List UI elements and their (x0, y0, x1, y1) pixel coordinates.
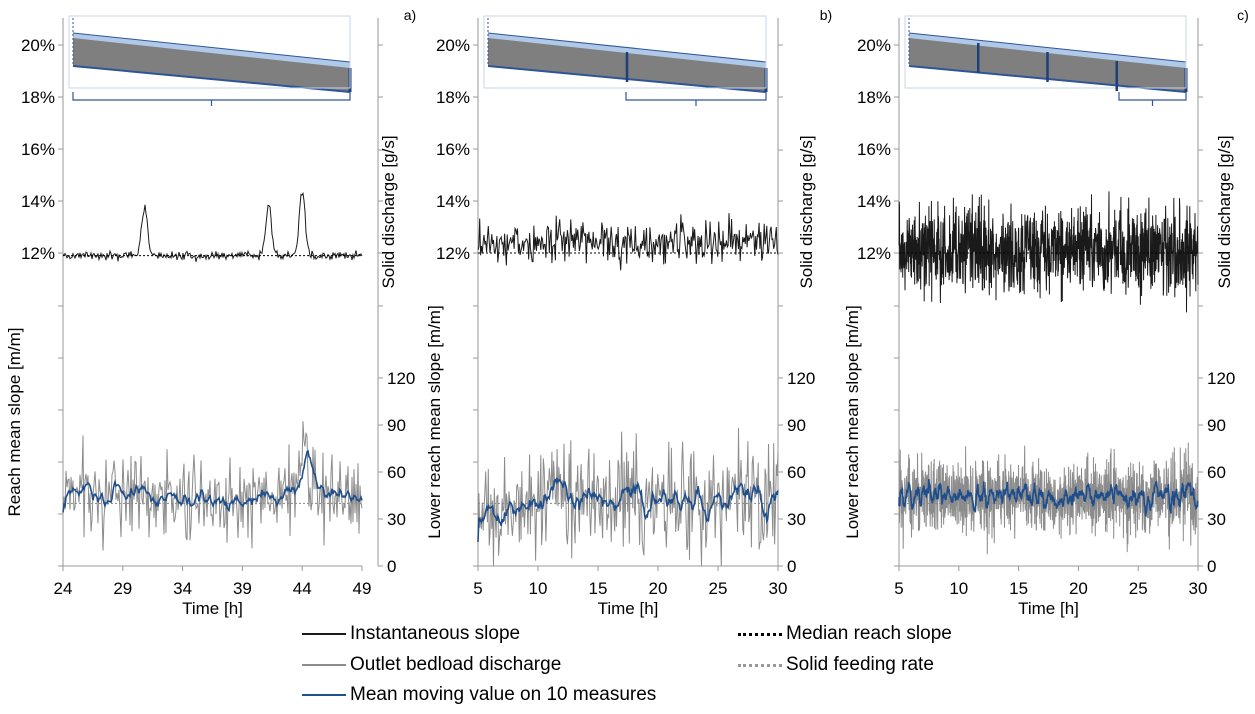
panel-3-slope-tick-0: 20% (857, 36, 891, 55)
panel-3-slope-tick-2: 16% (857, 140, 891, 159)
panel-1-y-label-left: Reach mean slope [m/m] (5, 328, 24, 517)
panel-1-flume-bed (73, 38, 350, 92)
panel-1-x-tick-4: 44 (293, 579, 312, 598)
panel-2-y-label-right: Solid discharge [g/s] (797, 135, 816, 288)
panel-1-x-label: Time [h] (182, 599, 243, 618)
panel-3-x-tick-2: 15 (1009, 579, 1028, 598)
panel-2-disc-tick-0: 120 (787, 369, 815, 388)
panel-2-slope-tick-0: 20% (436, 36, 470, 55)
panel-3-y-label-right: Solid discharge [g/s] (1215, 135, 1234, 288)
panel-1-slope-tick-0: 20% (21, 36, 55, 55)
legend-median-slope: Median reach slope (738, 623, 952, 645)
panel-3-flume-frame (904, 15, 1187, 89)
panel-1-x-tick-1: 29 (113, 579, 132, 598)
panel-1-slope-tick-3: 14% (21, 192, 55, 211)
legend-outlet-bedload: Outlet bedload discharge (302, 654, 561, 676)
panel-2-series-bedload (477, 427, 779, 567)
panel-2-panel-label: b) (820, 7, 832, 23)
panel-3-x-label: Time [h] (1018, 599, 1079, 618)
panel-1-disc-tick-1: 90 (387, 416, 406, 435)
panel-3-x-tick-3: 20 (1069, 579, 1088, 598)
legend-swatch-slope (302, 633, 346, 635)
panel-2-x-label: Time [h] (598, 599, 659, 618)
panel-2-flume-top (487, 32, 767, 63)
panel-1-series-slope (62, 191, 363, 262)
panel-2-flume-frame (483, 15, 767, 89)
panel-1-reach-bracket (72, 92, 351, 106)
panel-2-disc-tick-2: 60 (787, 463, 806, 482)
panel-3-y-label-left: Lower reach mean slope [m/m] (843, 305, 862, 538)
panel-2-disc-tick-4: 0 (787, 557, 796, 576)
panel-1-disc-tick-0: 120 (387, 369, 415, 388)
panel-2-y-label-left: Lower reach mean slope [m/m] (425, 305, 444, 538)
legend-label-feeding: Solid feeding rate (786, 654, 934, 675)
panel-3-disc-tick-3: 30 (1207, 510, 1226, 529)
panel-2-slope-tick-3: 14% (436, 192, 470, 211)
legend-label-slope: Instantaneous slope (350, 623, 521, 644)
panel-3-flume-top (908, 32, 1187, 63)
legend-swatch-bedload (302, 664, 346, 666)
legend-label-bedload: Outlet bedload discharge (350, 654, 562, 675)
legend-instantaneous-slope: Instantaneous slope (302, 623, 520, 645)
panel-2-slope-tick-4: 12% (436, 244, 470, 263)
panel-1-x-tick-2: 34 (173, 579, 192, 598)
panel-2-x-tick-4: 25 (709, 579, 728, 598)
panel-3-x-tick-4: 25 (1129, 579, 1148, 598)
panel-1-x-tick-5: 49 (353, 579, 372, 598)
panel-2-slope-tick-2: 16% (436, 140, 470, 159)
panel-1-x-tick-3: 39 (233, 579, 252, 598)
panel-3-disc-tick-2: 60 (1207, 463, 1226, 482)
panel-3-series-moving-mean (898, 479, 1199, 518)
panel-1-series-moving-mean (62, 449, 363, 513)
panel-3-panel-label: c) (1237, 7, 1249, 23)
panel-1-y-label-right: Solid discharge [g/s] (379, 135, 398, 288)
panel-2-disc-tick-1: 90 (787, 416, 806, 435)
panel-2-series-moving-mean (477, 477, 779, 543)
panel-1-disc-tick-4: 0 (387, 557, 396, 576)
panel-3-slope-tick-3: 14% (857, 192, 891, 211)
legend-feeding-rate: Solid feeding rate (738, 654, 934, 676)
panel-1-x-tick-0: 24 (54, 579, 73, 598)
panel-2-series-slope (477, 213, 779, 271)
panel-2-x-tick-3: 20 (649, 579, 668, 598)
panel-1-flume-top (72, 32, 351, 63)
legend-moving-mean: Mean moving value on 10 measures (302, 684, 656, 706)
panel-1-disc-tick-3: 30 (387, 510, 406, 529)
legend-label-median: Median reach slope (786, 623, 952, 644)
legend-swatch-moving-mean (302, 694, 346, 696)
panel-3-disc-tick-4: 0 (1207, 557, 1216, 576)
panel-3-slope-tick-4: 12% (857, 244, 891, 263)
panel-3-x-tick-1: 10 (949, 579, 968, 598)
panel-2-disc-tick-3: 30 (787, 510, 806, 529)
panel-1-series-bedload (62, 421, 363, 551)
panel-1-slope-tick-1: 18% (21, 88, 55, 107)
panel-3-series-slope (898, 191, 1199, 313)
panel-2-x-tick-2: 15 (589, 579, 608, 598)
panel-2-x-tick-0: 5 (473, 579, 482, 598)
panel-1-flume-frame (68, 15, 351, 89)
panel-2-slope-tick-1: 18% (436, 88, 470, 107)
panel-2-x-tick-1: 10 (529, 579, 548, 598)
panel-1-slope-tick-2: 16% (21, 140, 55, 159)
legend-label-moving-mean: Mean moving value on 10 measures (350, 684, 657, 705)
panel-3-x-tick-5: 30 (1189, 579, 1208, 598)
panel-3-disc-tick-1: 90 (1207, 416, 1226, 435)
panel-3-disc-tick-0: 120 (1207, 369, 1235, 388)
panel-2-x-tick-5: 30 (769, 579, 788, 598)
panel-3-reach-bracket (1118, 92, 1187, 106)
panel-3-x-tick-0: 5 (894, 579, 903, 598)
panel-1-disc-tick-2: 60 (387, 463, 406, 482)
legend-swatch-median (738, 632, 782, 636)
panel-2-reach-bracket (625, 92, 767, 106)
panel-1-slope-tick-4: 12% (21, 244, 55, 263)
panel-1-panel-label: a) (404, 7, 416, 23)
legend-swatch-feeding (738, 663, 782, 667)
panel-3-slope-tick-1: 18% (857, 88, 891, 107)
